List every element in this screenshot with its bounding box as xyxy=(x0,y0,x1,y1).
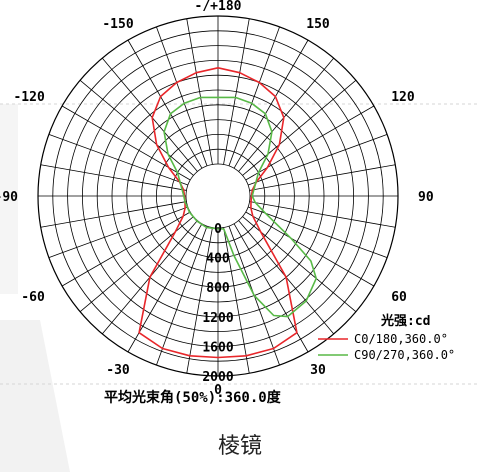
grid-spoke xyxy=(249,201,396,228)
grid-spoke xyxy=(242,79,357,176)
angle-label: 120 xyxy=(391,90,415,105)
grid-spoke xyxy=(61,211,191,287)
series-curve-0 xyxy=(138,67,298,359)
grid-spoke xyxy=(233,39,309,169)
grid-spoke xyxy=(223,18,250,165)
radial-tick-label: 400 xyxy=(206,252,230,267)
angle-label: 30 xyxy=(310,363,326,378)
radial-tick-label: 2000 xyxy=(202,370,233,385)
grid-spoke xyxy=(40,164,187,191)
radial-tick-label: 1600 xyxy=(202,340,233,355)
angle-label: -120 xyxy=(13,90,44,105)
grid-spoke xyxy=(79,79,194,176)
grid-spoke xyxy=(101,57,198,172)
grid-spoke xyxy=(186,18,213,165)
angle-label: -/+180 xyxy=(195,0,242,14)
angle-label: -60 xyxy=(21,290,45,305)
grid-spoke xyxy=(48,134,189,186)
grid-spoke xyxy=(186,227,213,374)
polar-curves xyxy=(138,67,317,359)
radial-tick-label: 800 xyxy=(206,281,230,296)
grid-spoke xyxy=(156,225,208,366)
beam-angle-summary: 平均光束角(50%):360.0度 xyxy=(104,389,282,406)
grid-spoke xyxy=(245,211,375,287)
caption: 棱镜 xyxy=(217,434,262,459)
unit-label: 光强:cd xyxy=(380,313,430,329)
angle-label: 60 xyxy=(391,290,407,305)
radial-tick-label: 0 xyxy=(214,222,222,237)
legend-label-c90: C90/270,360.0° xyxy=(354,348,455,362)
grid-spoke xyxy=(40,201,187,228)
legend-label-c0: C0/180,360.0° xyxy=(354,332,448,346)
background-left-bar xyxy=(0,104,18,294)
angle-label: -90 xyxy=(0,190,18,205)
series-curve-1 xyxy=(163,96,317,318)
grid-spoke xyxy=(223,227,250,374)
radial-tick-label: 1200 xyxy=(202,311,233,326)
angle-label: 0 xyxy=(214,383,222,398)
angle-label: -150 xyxy=(102,17,133,32)
grid-spoke xyxy=(247,206,388,258)
polar-labels: 0 400 800 1200 1600 2000 -/+180 -150 150 -120 120 -… xyxy=(0,0,434,398)
grid-spoke xyxy=(48,206,189,258)
grid-spoke xyxy=(156,26,208,167)
angle-label: 90 xyxy=(418,190,434,205)
grid-spoke xyxy=(238,57,335,172)
angle-label: 150 xyxy=(306,17,330,32)
grid-spoke xyxy=(127,39,203,169)
background-chevron xyxy=(0,320,70,472)
angle-label: -30 xyxy=(106,363,130,378)
grid-spoke xyxy=(247,134,388,186)
grid-spoke xyxy=(228,26,280,167)
legend: 光强:cd C0/180,360.0° C90/270,360.0° xyxy=(318,313,455,362)
grid-spoke xyxy=(249,164,396,191)
